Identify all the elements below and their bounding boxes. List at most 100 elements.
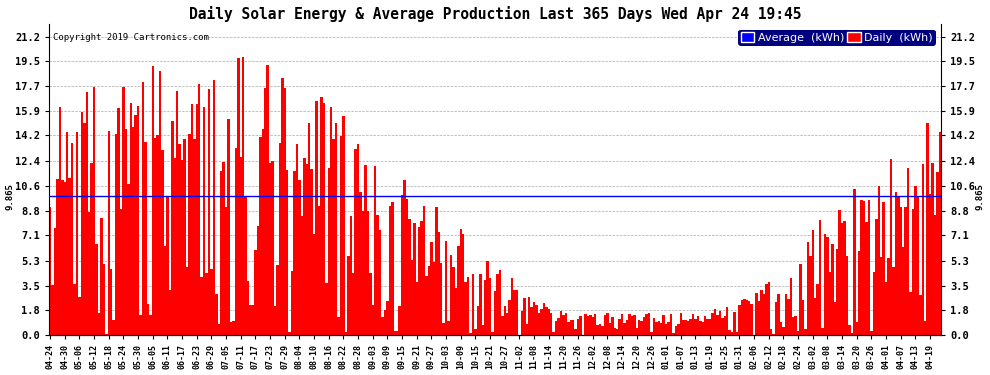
Bar [76,132,78,335]
Bar [501,316,504,335]
Bar [325,283,328,335]
Bar [88,211,90,335]
Bar [562,315,564,335]
Bar [374,166,376,335]
Bar [242,57,245,335]
Bar [850,333,853,335]
Bar [792,316,794,335]
Bar [283,87,286,335]
Bar [770,329,772,335]
Bar [238,58,240,335]
Bar [687,321,689,335]
Bar [657,321,660,335]
Bar [53,228,56,335]
Bar [848,326,850,335]
Bar [245,197,247,335]
Bar [110,269,113,335]
Bar [882,202,885,335]
Bar [166,196,168,335]
Bar [181,160,183,335]
Bar [188,134,191,335]
Bar [724,316,726,335]
Bar [333,139,335,335]
Bar [890,159,892,335]
Bar [865,222,867,335]
Bar [411,260,413,335]
Bar [692,314,694,335]
Bar [726,308,729,335]
Bar [269,163,271,335]
Bar [313,234,316,335]
Bar [233,321,235,335]
Bar [743,299,745,335]
Bar [228,119,230,335]
Bar [481,325,484,335]
Title: Daily Solar Energy & Average Production Last 365 Days Wed Apr 24 19:45: Daily Solar Energy & Average Production … [189,6,801,21]
Bar [345,332,347,335]
Bar [875,219,877,335]
Bar [729,330,731,335]
Bar [807,242,809,335]
Bar [939,132,941,335]
Bar [860,200,863,335]
Bar [467,277,469,335]
Text: 9.865: 9.865 [975,183,984,210]
Bar [739,305,741,335]
Bar [108,131,110,335]
Bar [328,168,330,335]
Bar [855,322,858,335]
Bar [156,135,159,335]
Bar [839,210,841,335]
Bar [589,315,592,335]
Bar [376,215,379,335]
Bar [293,171,296,335]
Bar [118,108,120,335]
Bar [785,294,787,335]
Bar [145,142,147,335]
Bar [762,294,765,335]
Bar [428,266,431,335]
Bar [320,97,323,335]
Bar [845,255,848,335]
Bar [223,162,225,335]
Bar [343,116,345,335]
Bar [536,305,538,335]
Bar [251,304,254,335]
Bar [445,241,447,335]
Bar [240,157,242,335]
Bar [506,313,509,335]
Bar [907,168,909,335]
Bar [352,273,354,335]
Bar [665,324,667,335]
Bar [760,290,762,335]
Bar [802,300,804,335]
Bar [398,306,401,335]
Bar [863,201,865,335]
Bar [452,267,454,335]
Bar [684,321,687,335]
Bar [836,249,839,335]
Bar [932,163,934,335]
Bar [606,314,609,335]
Bar [496,274,499,335]
Bar [235,148,238,335]
Bar [68,178,71,335]
Bar [775,302,777,335]
Bar [829,272,831,335]
Bar [486,261,489,335]
Bar [819,220,822,335]
Bar [528,297,531,335]
Bar [870,331,872,335]
Bar [799,264,802,335]
Bar [877,186,880,335]
Bar [721,318,724,335]
Bar [225,207,228,335]
Bar [804,329,807,335]
Bar [716,315,719,335]
Bar [443,323,445,335]
Bar [476,306,479,335]
Bar [550,313,552,335]
Bar [511,278,514,335]
Bar [254,251,256,335]
Bar [509,300,511,335]
